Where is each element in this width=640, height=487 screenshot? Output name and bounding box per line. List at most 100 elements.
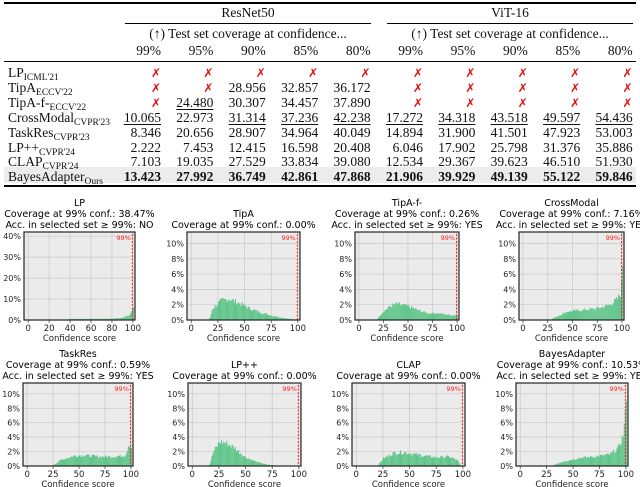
y-tick-label: 10% [331, 390, 349, 399]
method-label: TipA-f- [8, 94, 50, 110]
histogram-bar [585, 457, 587, 466]
coverage-value: 10.065 [123, 109, 161, 125]
histogram-bar [247, 458, 249, 466]
confidence-header: 99% [398, 43, 423, 58]
histogram-bar [272, 316, 274, 320]
histogram-bar [88, 454, 90, 466]
histogram-bar [431, 457, 434, 466]
histogram-bar [429, 455, 431, 466]
method-name: TaskResCVPR'23 [8, 125, 90, 142]
histogram-bar [419, 310, 421, 320]
panel-title: LP++ [231, 360, 258, 371]
histogram-bar [406, 454, 408, 466]
histogram-bar [225, 299, 227, 320]
histogram-bar [118, 318, 120, 320]
panel-subtitle: Acc. in selected set ≥ 99%: YES [331, 220, 482, 231]
histogram-bar [610, 452, 612, 466]
histogram-bar [450, 315, 452, 320]
x-axis-label: Confidence score [535, 334, 608, 344]
histogram-bar [410, 453, 412, 466]
coverage-value: 25.798 [490, 139, 528, 155]
plot-area [352, 383, 465, 466]
histogram-bar [407, 305, 408, 320]
histogram-bar [557, 463, 559, 466]
histogram-bar [558, 463, 560, 466]
histogram-bar [263, 313, 265, 320]
histogram-bar [393, 451, 395, 466]
coverage-value: 21.906 [385, 169, 423, 185]
coverage-value: 32.857 [281, 79, 319, 95]
histogram-bar [581, 311, 583, 320]
histogram-bar [235, 451, 238, 466]
histogram-bar [606, 304, 608, 320]
x-tick-label: 0 [518, 470, 523, 480]
coverage-value: 12.415 [228, 139, 266, 155]
confidence-header: 90% [241, 43, 266, 58]
histogram-bar [588, 310, 590, 320]
histogram-bar [261, 313, 263, 320]
histogram-bar [404, 452, 406, 466]
histogram-bar [246, 308, 248, 320]
y-tick-label: 10% [334, 239, 352, 248]
histogram-bar [572, 310, 574, 320]
histogram-bar [581, 458, 583, 466]
plot-area [188, 383, 301, 466]
fail-mark: ✗ [570, 80, 581, 95]
x-tick-label: 25 [213, 324, 224, 334]
histogram-bar [445, 455, 447, 466]
y-tick-label: 2% [339, 301, 352, 310]
histogram-bar [587, 456, 589, 466]
histogram-bar [397, 453, 399, 466]
histogram-bar [104, 455, 107, 466]
x-tick-label: 75 [266, 324, 277, 334]
histogram-bar [439, 457, 441, 466]
x-tick-label: 75 [267, 470, 278, 480]
histogram-bar [93, 455, 95, 466]
x-axis-label: Confidence score [43, 334, 116, 344]
histogram-bar [611, 452, 613, 466]
histogram-bar [583, 309, 585, 320]
x-tick-label: 0 [24, 470, 29, 480]
histogram-bar [580, 457, 582, 466]
histogram-bar [408, 453, 410, 466]
histogram-bar [58, 461, 60, 466]
histogram-bar [226, 302, 228, 320]
y-tick-label: 0% [7, 462, 20, 471]
histogram-bar [453, 315, 455, 320]
histogram-bar [239, 303, 241, 320]
histogram-bar [276, 316, 278, 320]
histogram-bar [453, 457, 455, 466]
histogram-bar [598, 456, 600, 466]
histogram-bar [575, 459, 577, 466]
header-rule [4, 61, 636, 62]
histogram-bar [223, 441, 225, 466]
coverage-value: 49.597 [543, 109, 581, 125]
coverage-value: 36.172 [333, 79, 371, 95]
histogram-bar [455, 315, 457, 320]
histogram-bar [223, 298, 225, 320]
coverage-value: 47.868 [333, 169, 371, 185]
histogram-bar [281, 318, 283, 320]
threshold-label: 99% [609, 385, 623, 393]
method-label: BayesAdapter [8, 169, 85, 185]
histogram-bar [437, 312, 439, 320]
histogram-bar [597, 455, 599, 466]
histogram-bar [601, 306, 603, 320]
x-tick-label: 20 [44, 324, 55, 334]
x-tick-label: 50 [404, 470, 415, 480]
histogram-bar [428, 455, 430, 466]
x-axis-label: Confidence score [372, 480, 445, 487]
y-tick-label: 0% [336, 462, 349, 471]
histogram-bar [395, 302, 397, 320]
histogram-bar [579, 311, 581, 320]
histogram-bar [613, 302, 615, 320]
histogram-bar [439, 313, 441, 320]
histogram-bar [599, 454, 601, 466]
plot-frame [515, 382, 629, 467]
histogram-bar [81, 454, 83, 466]
histogram-bar [560, 315, 562, 320]
histogram-bar [268, 314, 270, 320]
histogram-bar [69, 457, 71, 466]
histogram-bar [211, 456, 213, 466]
histogram-bar [394, 304, 396, 320]
